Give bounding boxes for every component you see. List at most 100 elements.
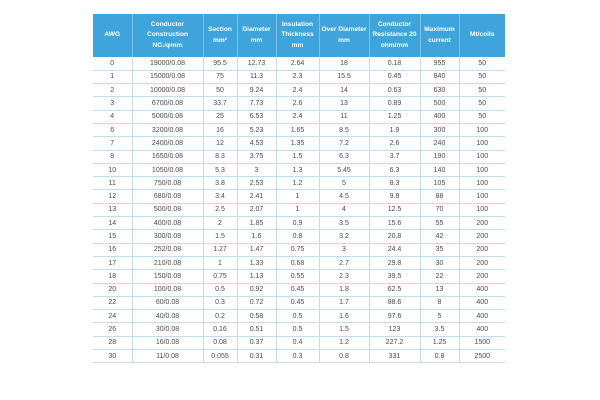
cell-insulation-thickness: 0.45: [275, 283, 319, 297]
cell-section: 16: [202, 123, 237, 138]
cell-awg: 12: [93, 189, 132, 204]
cell-conductor-resistance: 331: [368, 349, 420, 364]
cell-awg: 1: [93, 70, 132, 85]
cell-awg: 22: [93, 296, 132, 311]
cell-over-diameter: 1.5: [318, 322, 369, 337]
cell-conductor-construction: 15000/0.08: [131, 70, 203, 85]
cell-awg: 16: [93, 243, 132, 257]
cell-conductor-construction: 2400/0.08: [131, 136, 203, 151]
cell-over-diameter: 4.5: [318, 189, 369, 204]
cell-mt-coils: 100: [458, 136, 505, 151]
cell-maximum-current: 88: [419, 189, 459, 204]
column-header-line: current: [428, 36, 451, 44]
column-header-line: Diameter: [242, 26, 271, 34]
cell-conductor-resistance: 0.18: [368, 57, 420, 71]
cell-mt-coils: 200: [458, 243, 505, 257]
column-header-line: NO./φmm: [152, 41, 183, 49]
cell-maximum-current: 5: [419, 309, 459, 324]
cell-conductor-construction: 11/0.08: [131, 349, 203, 364]
cell-section: 1: [202, 256, 237, 271]
cell-mt-coils: 50: [458, 70, 505, 85]
cell-conductor-resistance: 3.7: [368, 150, 420, 164]
column-header-line: mm: [291, 41, 304, 49]
table-row: 18 150/0.08 0.75 1.13 0.55 2.3 39.5 22 200: [93, 269, 505, 284]
cell-over-diameter: 2.3: [318, 269, 369, 284]
column-header-conductor-construction: Conductor Construction NO./φmm: [131, 14, 203, 57]
cell-maximum-current: 42: [419, 229, 459, 244]
table-header-row: AWG Conductor Construction NO./φmm Section mm…: [93, 14, 505, 57]
table-row: 20 100/0.08 0.5 0.92 0.45 1.8 62.5 13 400: [93, 283, 505, 297]
table-row: 1 15000/0.08 75 11.3 2.3 15.5 0.45 840 50: [93, 70, 505, 85]
cell-conductor-construction: 60/0.08: [131, 296, 203, 311]
cell-conductor-construction: 300/0.08: [131, 229, 203, 244]
cell-maximum-current: 3.5: [419, 322, 459, 337]
column-header-mt-coils: Mt/coils: [458, 14, 505, 57]
table-row: 16 252/0.08 1.27 1.47 0.75 3 24.4 35 200: [93, 243, 505, 257]
table-row: 14 400/0.08 2 1.85 0.9 3.5 15.6 55 200: [93, 216, 505, 231]
cell-conductor-construction: 3200/0.08: [131, 123, 203, 138]
cell-diameter: 5.23: [236, 123, 276, 138]
cell-section: 0.055: [202, 349, 237, 364]
column-header-line: ohm/mm: [380, 41, 409, 49]
cell-insulation-thickness: 2.6: [275, 96, 319, 111]
cell-diameter: 3: [236, 163, 276, 178]
cell-mt-coils: 50: [458, 96, 505, 111]
cell-mt-coils: 50: [458, 110, 505, 124]
cell-diameter: 9.24: [236, 83, 276, 98]
wire-spec-table: AWG Conductor Construction NO./φmm Section mm…: [93, 14, 505, 364]
cell-awg: 14: [93, 216, 132, 231]
cell-awg: 15: [93, 229, 132, 244]
cell-diameter: 3.75: [236, 150, 276, 164]
cell-awg: 26: [93, 322, 132, 337]
cell-conductor-resistance: 15.6: [368, 216, 420, 231]
cell-conductor-construction: 500/0.08: [131, 203, 203, 218]
cell-conductor-construction: 1650/0.08: [131, 150, 203, 164]
table-row: 13 500/0.08 2.5 2.07 1 4 12.5 70 100: [93, 203, 505, 218]
cell-awg: 6: [93, 123, 132, 138]
column-header-line: mm: [250, 36, 263, 44]
cell-over-diameter: 8.5: [318, 123, 369, 138]
cell-insulation-thickness: 1.5: [275, 150, 319, 164]
cell-insulation-thickness: 1: [275, 203, 319, 218]
cell-awg: 0: [93, 57, 132, 71]
column-header-line: Thickness: [281, 31, 314, 39]
cell-diameter: 0.31: [236, 349, 276, 364]
column-header-diameter: Diameter mm: [236, 14, 276, 57]
cell-section: 0.08: [202, 336, 237, 351]
cell-over-diameter: 4: [318, 203, 369, 218]
cell-mt-coils: 100: [458, 150, 505, 164]
cell-conductor-construction: 1050/0.08: [131, 163, 203, 178]
cell-conductor-resistance: 62.5: [368, 283, 420, 297]
column-header-maximum-current: Maximum current: [419, 14, 459, 57]
cell-awg: 3: [93, 96, 132, 111]
cell-over-diameter: 2.7: [318, 256, 369, 271]
cell-diameter: 0.72: [236, 296, 276, 311]
cell-diameter: 0.92: [236, 283, 276, 297]
cell-over-diameter: 15.5: [318, 70, 369, 85]
cell-diameter: 0.58: [236, 309, 276, 324]
cell-awg: 17: [93, 256, 132, 271]
table-row: 17 210/0.08 1 1.33 0.68 2.7 29.8 30 200: [93, 256, 505, 271]
cell-insulation-thickness: 0.5: [275, 309, 319, 324]
cell-conductor-resistance: 2.6: [368, 136, 420, 151]
cell-conductor-resistance: 0.45: [368, 70, 420, 85]
cell-maximum-current: 1.25: [419, 336, 459, 351]
column-header-line: Section: [208, 26, 232, 34]
cell-mt-coils: 200: [458, 216, 505, 231]
table-row: 26 30/0.08 0.16 0.51 0.5 1.5 123 3.5 400: [93, 322, 505, 337]
cell-conductor-construction: 40/0.08: [131, 309, 203, 324]
cell-over-diameter: 5: [318, 176, 369, 191]
cell-conductor-resistance: 227.2: [368, 336, 420, 351]
cell-insulation-thickness: 1.35: [275, 136, 319, 151]
cell-insulation-thickness: 0.5: [275, 322, 319, 337]
cell-over-diameter: 1.8: [318, 283, 369, 297]
cell-over-diameter: 5.45: [318, 163, 369, 178]
cell-maximum-current: 30: [419, 256, 459, 271]
cell-mt-coils: 1500: [458, 336, 505, 351]
table-row: 22 60/0.08 0.3 0.72 0.45 1.7 88.6 8 400: [93, 296, 505, 311]
cell-conductor-resistance: 88.6: [368, 296, 420, 311]
cell-section: 33.7: [202, 96, 237, 111]
cell-conductor-resistance: 123: [368, 322, 420, 337]
cell-section: 25: [202, 110, 237, 124]
